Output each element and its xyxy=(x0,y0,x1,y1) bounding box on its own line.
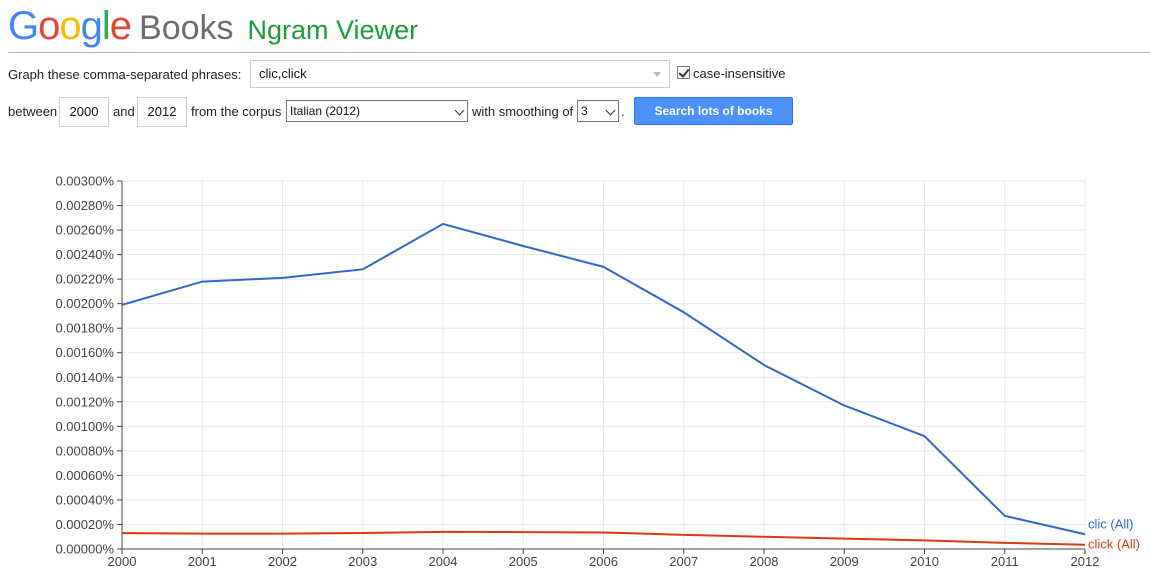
google-books-logo[interactable]: Google Books Ngram Viewer xyxy=(8,2,418,50)
x-tick-label: 2010 xyxy=(910,554,939,569)
x-tick-label: 2001 xyxy=(188,554,217,569)
page-title: Ngram Viewer xyxy=(247,15,419,45)
series-label: click (All) xyxy=(1088,537,1140,552)
books-wordmark: Books xyxy=(139,9,234,47)
case-insensitive-checkbox[interactable] xyxy=(677,66,690,79)
corpus-value: Italian (2012) xyxy=(290,104,361,118)
x-tick-label: 2002 xyxy=(268,554,297,569)
y-tick-label: 0.00160% xyxy=(55,345,114,360)
start-year-input[interactable]: 2000 xyxy=(59,97,109,127)
search-button[interactable]: Search lots of books xyxy=(634,97,793,125)
end-year-input[interactable]: 2012 xyxy=(137,97,187,127)
header-divider xyxy=(8,52,1150,53)
y-tick-label: 0.00020% xyxy=(55,517,114,532)
dropdown-caret-icon[interactable] xyxy=(653,72,661,77)
smoothing-value: 3 xyxy=(581,104,588,118)
x-tick-label: 2005 xyxy=(509,554,538,569)
period-text: . xyxy=(621,104,625,119)
y-tick-label: 0.00100% xyxy=(55,419,114,434)
corpus-select[interactable]: Italian (2012) xyxy=(286,100,468,122)
chevron-down-icon xyxy=(454,105,465,116)
plot-area xyxy=(121,180,1086,550)
x-tick-label: 2012 xyxy=(1071,554,1100,569)
x-tick-label: 2003 xyxy=(348,554,377,569)
google-letter: o xyxy=(38,4,60,48)
x-tick-label: 2004 xyxy=(429,554,458,569)
google-letter: l xyxy=(101,4,111,48)
y-tick-label: 0.00000% xyxy=(55,542,114,557)
y-tick-label: 0.00260% xyxy=(55,223,114,238)
chevron-down-icon xyxy=(605,105,616,116)
google-letter: e xyxy=(109,4,132,48)
phrases-input[interactable]: clic,click xyxy=(250,60,670,88)
x-tick-label: 2000 xyxy=(108,554,137,569)
y-tick-label: 0.00120% xyxy=(55,394,114,409)
y-tick-label: 0.00180% xyxy=(55,321,114,336)
y-tick-label: 0.00140% xyxy=(55,370,114,385)
x-tick-label: 2007 xyxy=(669,554,698,569)
x-tick-label: 2011 xyxy=(991,554,1019,569)
y-tick-label: 0.00280% xyxy=(55,198,114,213)
x-tick-label: 2009 xyxy=(830,554,859,569)
x-tick-label: 2008 xyxy=(750,554,779,569)
y-tick-label: 0.00220% xyxy=(55,272,114,287)
google-letter: o xyxy=(59,4,81,48)
and-label: and xyxy=(113,104,135,119)
y-tick-label: 0.00040% xyxy=(55,492,114,507)
y-tick-label: 0.00200% xyxy=(55,296,114,311)
case-insensitive-label: case-insensitive xyxy=(693,66,786,81)
google-wordmark: Google xyxy=(8,2,132,50)
phrases-label: Graph these comma-separated phrases: xyxy=(8,66,242,82)
phrases-value: clic,click xyxy=(259,66,307,81)
smoothing-select[interactable]: 3 xyxy=(577,100,619,122)
google-letter: G xyxy=(8,4,39,48)
corpus-label: from the corpus xyxy=(191,104,282,119)
series-line-click xyxy=(121,530,1086,546)
series-line-clic xyxy=(121,222,1086,536)
y-tick-label: 0.00300% xyxy=(55,174,114,189)
y-tick-label: 0.00240% xyxy=(55,247,114,262)
x-tick-label: 2006 xyxy=(589,554,618,569)
y-tick-label: 0.00060% xyxy=(55,468,114,483)
between-label: between xyxy=(8,104,58,119)
smoothing-label: with smoothing of xyxy=(472,104,574,119)
y-tick-label: 0.00080% xyxy=(55,443,114,458)
google-letter: g xyxy=(80,4,103,48)
series-label: clic (All) xyxy=(1088,516,1134,531)
